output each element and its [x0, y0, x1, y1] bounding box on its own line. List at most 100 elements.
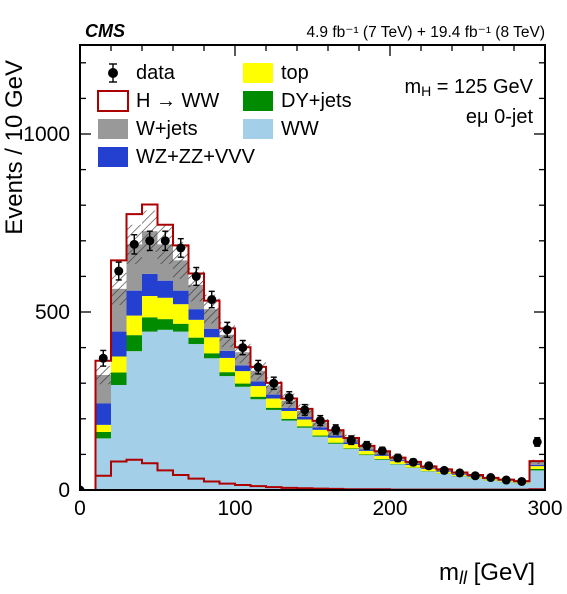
stack-bar-top	[189, 320, 205, 338]
stack-bar-WW	[96, 438, 112, 490]
annotation-channel: eμ 0-jet	[466, 106, 534, 128]
histogram-chart: CMS 4.9 fb⁻¹ (7 TeV) + 19.4 fb⁻¹ (8 TeV) 0…	[0, 0, 567, 594]
stack-bar-WW	[189, 344, 205, 490]
data-point	[285, 393, 294, 402]
stack-bar-DY+jets	[127, 335, 143, 351]
data-point	[331, 425, 340, 434]
stack-bar-top	[530, 466, 546, 469]
legend-entry-vvv: WZ+ZZ+VVV	[98, 146, 256, 168]
stack-bar-top	[220, 358, 236, 372]
stack-bar-WW	[359, 455, 375, 490]
stack-bar-WZ+ZZ+VVV	[297, 417, 313, 420]
legend-label: W+jets	[136, 118, 198, 140]
stack-bar-WZ+ZZ+VVV	[158, 281, 174, 298]
cms-label: CMS	[85, 21, 125, 41]
stack-bar-DY+jets	[282, 419, 298, 421]
legend-entry-ww: WW	[243, 118, 319, 140]
stack-bar-WW	[406, 468, 422, 490]
stack-bar-top	[111, 357, 127, 373]
data-point	[471, 471, 480, 480]
stack-bar-WW	[142, 332, 158, 490]
stack-bar-WZ+ZZ+VVV	[127, 291, 143, 316]
data-point	[316, 416, 325, 425]
stack-bar-WZ+ZZ+VVV	[282, 408, 298, 411]
stack-bar-top	[328, 438, 344, 443]
stack-bar-WW	[390, 464, 406, 490]
stack-bar-DY+jets	[251, 397, 267, 399]
legend-entry-data: data	[108, 62, 176, 84]
stack-bar-WW	[173, 332, 189, 490]
stack-bar-top	[297, 420, 313, 427]
x-tick-label: 200	[372, 497, 407, 520]
data-point	[409, 458, 418, 467]
stack-bar-top	[251, 386, 267, 397]
data-point	[393, 453, 402, 462]
stack-bar-WW	[328, 444, 344, 490]
stack-bar-WW	[204, 358, 220, 490]
legend-entry-wjets: W+jets	[98, 118, 198, 140]
data-point	[378, 446, 387, 455]
stack-bar-WW	[530, 470, 546, 490]
legend-label: top	[281, 62, 309, 84]
y-tick-label: 500	[35, 301, 70, 324]
stack-bar-DY+jets	[158, 319, 174, 330]
stack-bar-WW	[483, 481, 499, 490]
data-point	[440, 466, 449, 475]
stack-bar-DY+jets	[96, 432, 112, 438]
stack-bar-top	[173, 304, 189, 324]
stack-bar-WW	[344, 449, 360, 490]
stack-bar-top	[235, 371, 251, 383]
uncertainty-band	[96, 366, 112, 384]
data-point	[130, 240, 139, 249]
stack-bar-DY+jets	[173, 324, 189, 332]
data-point	[347, 436, 356, 445]
stack-bar-top	[359, 451, 375, 455]
stack-bar-DY+jets	[220, 372, 236, 376]
x-axis-title: mll [GeV]	[439, 559, 535, 588]
stack-bar-WW	[220, 376, 236, 490]
stack-bar-WZ+ZZ+VVV	[189, 309, 205, 320]
chart-canvas: CMS 4.9 fb⁻¹ (7 TeV) + 19.4 fb⁻¹ (8 TeV) 0…	[0, 0, 567, 594]
data-point	[424, 461, 433, 470]
stack-bar-WW	[375, 460, 391, 490]
stack-bar-WZ+ZZ+VVV	[266, 395, 282, 399]
stack-bar-DY+jets	[235, 384, 251, 387]
stack-bar-DY+jets	[359, 454, 375, 455]
stack-bar-WZ+ZZ+VVV	[235, 365, 251, 371]
lumi-label: 4.9 fb⁻¹ (7 TeV) + 19.4 fb⁻¹ (8 TeV)	[306, 24, 545, 41]
stack-bar-DY+jets	[344, 448, 360, 449]
data-point	[145, 236, 154, 245]
stack-bar-WW	[452, 476, 468, 490]
data-point	[517, 477, 526, 486]
data-point	[455, 468, 464, 477]
data-point	[254, 363, 263, 372]
data-point	[114, 267, 123, 276]
stack-bar-WW	[235, 387, 251, 490]
stack-bar-DY+jets	[328, 443, 344, 444]
data-point	[99, 354, 108, 363]
x-tick-label: 300	[527, 497, 562, 520]
stack-bar-WW	[297, 428, 313, 490]
stack-bar-WZ+ZZ+VVV	[96, 403, 112, 424]
stack-bar-WW	[158, 330, 174, 490]
stack-bar-WZ+ZZ+VVV	[111, 332, 127, 357]
data-point	[486, 473, 495, 482]
stack-bar-WW	[313, 437, 329, 490]
legend-label: WZ+ZZ+VVV	[136, 146, 256, 168]
data-point	[238, 343, 247, 352]
y-tick-label: 0	[58, 479, 70, 502]
legend-label: H → WW	[136, 90, 219, 112]
stack-bar-DY+jets	[111, 373, 127, 385]
stack-bar-DY+jets	[204, 353, 220, 358]
stack-bar-WW	[421, 471, 437, 490]
stack-bar-WW	[111, 385, 127, 490]
stack-bar-top	[204, 337, 220, 353]
stack-bar-WW	[437, 474, 453, 490]
stack-bar-WW	[127, 351, 143, 490]
stack-bar-WZ+ZZ+VVV	[251, 381, 267, 386]
stack-bar-top	[266, 399, 282, 408]
stack-bar-top	[282, 411, 298, 419]
y-axis-title: Events / 10 GeV	[1, 60, 28, 235]
data-point	[533, 437, 542, 446]
data-point	[223, 325, 232, 334]
